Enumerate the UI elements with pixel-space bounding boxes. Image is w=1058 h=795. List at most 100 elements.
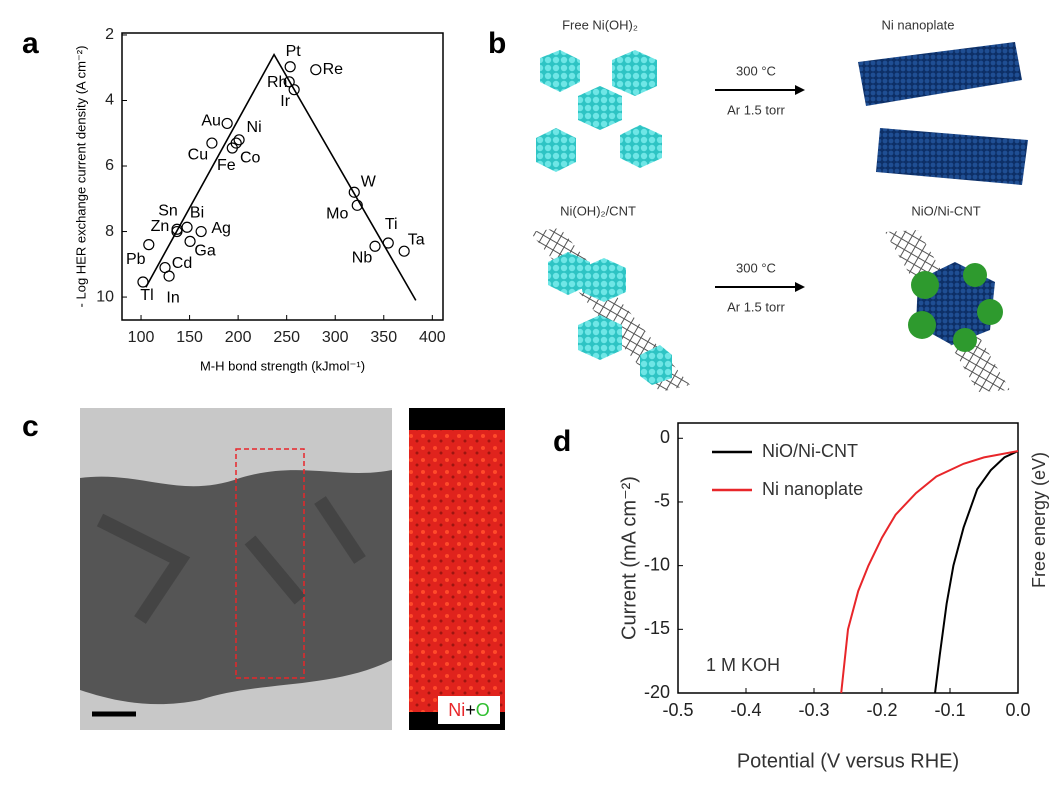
- point-label: Mo: [326, 206, 348, 223]
- nio-shell: [908, 311, 936, 339]
- point-label: Cd: [172, 255, 192, 272]
- point: [195, 225, 207, 238]
- nanoplate: [858, 42, 1022, 106]
- x-tick-label: -0.1: [934, 700, 965, 720]
- point-label: Ti: [385, 216, 398, 233]
- point: [284, 61, 296, 73]
- selection-box: [235, 448, 305, 679]
- point: [369, 240, 381, 252]
- trend-line: [145, 52, 417, 301]
- panel-label: c: [22, 410, 39, 443]
- x-tick-label: -0.3: [798, 700, 829, 720]
- x-tick-label: 300: [322, 329, 349, 346]
- point-label: Au: [201, 113, 221, 130]
- point: [184, 235, 196, 247]
- x-axis-label: Potential (V versus RHE): [737, 750, 959, 772]
- x-tick-label: 200: [225, 329, 252, 346]
- y-tick-label: 0: [660, 427, 670, 447]
- legend-ni: Ni: [448, 700, 465, 720]
- y-tick-label: -5: [654, 491, 670, 511]
- scheme: Free Ni(OH)₂ Ni nanoplate 300 °C Ar 1.5 …: [530, 17, 1028, 392]
- point-label: Cu: [188, 146, 208, 163]
- point-label: Ta: [408, 231, 425, 248]
- point-label: Pb: [126, 251, 146, 268]
- nanoplate: [876, 128, 1028, 185]
- y-tick-label: 4: [105, 92, 114, 109]
- arrow-head: [795, 282, 805, 292]
- point: [310, 64, 322, 76]
- point-label: Ga: [194, 243, 215, 260]
- tem-image: Ni+O: [80, 408, 505, 730]
- tem-grain: [96, 496, 366, 624]
- point: [181, 221, 193, 233]
- particle: [640, 345, 672, 385]
- x-tick-label: 150: [176, 329, 203, 346]
- x-tick-label: 350: [370, 329, 397, 346]
- series-line: [934, 450, 1019, 694]
- scheme-label: Ar 1.5 torr: [727, 102, 785, 117]
- x-tick-label: -0.2: [866, 700, 897, 720]
- scheme-label: 300 °C: [736, 63, 776, 78]
- point: [226, 142, 238, 154]
- tem-sample: [80, 470, 392, 705]
- point: [288, 84, 300, 96]
- point: [163, 270, 175, 282]
- scheme-label: 300 °C: [736, 260, 776, 275]
- legend-o: O: [476, 700, 490, 720]
- elemental-map: [409, 430, 505, 712]
- particle: [578, 86, 622, 130]
- particle: [582, 258, 626, 302]
- scheme-label: Free Ni(OH)₂: [562, 17, 638, 32]
- scheme-label: NiO/Ni-CNT: [911, 203, 980, 218]
- particle: [540, 50, 580, 92]
- point-label: Bi: [190, 205, 204, 222]
- point-label: Pt: [286, 43, 302, 60]
- y-tick-label: 6: [105, 157, 114, 174]
- map-legend: Ni+O: [448, 700, 490, 720]
- point-label: Ag: [211, 220, 231, 237]
- point-label: Fe: [217, 157, 236, 174]
- y-axis-label: Current (mA cm⁻²): [618, 476, 640, 640]
- legend-label: NiO/Ni-CNT: [762, 441, 858, 461]
- particle: [620, 125, 662, 168]
- nio-shell: [963, 263, 987, 287]
- point-label: In: [166, 289, 179, 306]
- nio-shell: [953, 328, 977, 352]
- nio-shell: [911, 271, 939, 299]
- particle: [612, 50, 657, 96]
- x-axis-label: M-H bond strength (kJmol⁻¹): [200, 358, 365, 373]
- x-tick-label: 0.0: [1005, 700, 1030, 720]
- particle: [536, 128, 576, 172]
- panel-label: d: [553, 425, 571, 458]
- point-label: Nb: [352, 250, 373, 267]
- y2-axis-label: Free energy (eV): [1029, 452, 1049, 588]
- plot-frame: [121, 32, 444, 321]
- y-tick-label: 2: [105, 26, 114, 43]
- particle: [578, 315, 622, 360]
- arrow-head: [795, 85, 805, 95]
- point-label: Tl: [140, 287, 153, 304]
- point-label: Ni: [247, 119, 262, 136]
- point: [206, 137, 218, 149]
- point: [348, 186, 360, 198]
- plot-frame: [677, 422, 1019, 694]
- legend-plus: +: [465, 700, 476, 720]
- panel-label: a: [22, 27, 39, 60]
- y-tick-label: -15: [644, 618, 670, 638]
- scheme-label: Ni nanoplate: [882, 17, 955, 32]
- x-tick-label: -0.5: [662, 700, 693, 720]
- map-legend-box: [438, 696, 500, 724]
- series-line: [840, 450, 1019, 694]
- x-tick-label: 100: [128, 329, 155, 346]
- y-tick-label: 10: [96, 288, 114, 305]
- point-label: Co: [240, 149, 261, 166]
- point: [283, 76, 295, 88]
- y-axis-label: - Log HER exchange current density (A cm…: [73, 46, 88, 308]
- point-label: Rh: [267, 74, 287, 91]
- y-tick-label: -20: [644, 682, 670, 702]
- point: [382, 237, 394, 249]
- point: [137, 276, 149, 288]
- x-tick-label: -0.4: [730, 700, 761, 720]
- nio-shell: [977, 299, 1003, 325]
